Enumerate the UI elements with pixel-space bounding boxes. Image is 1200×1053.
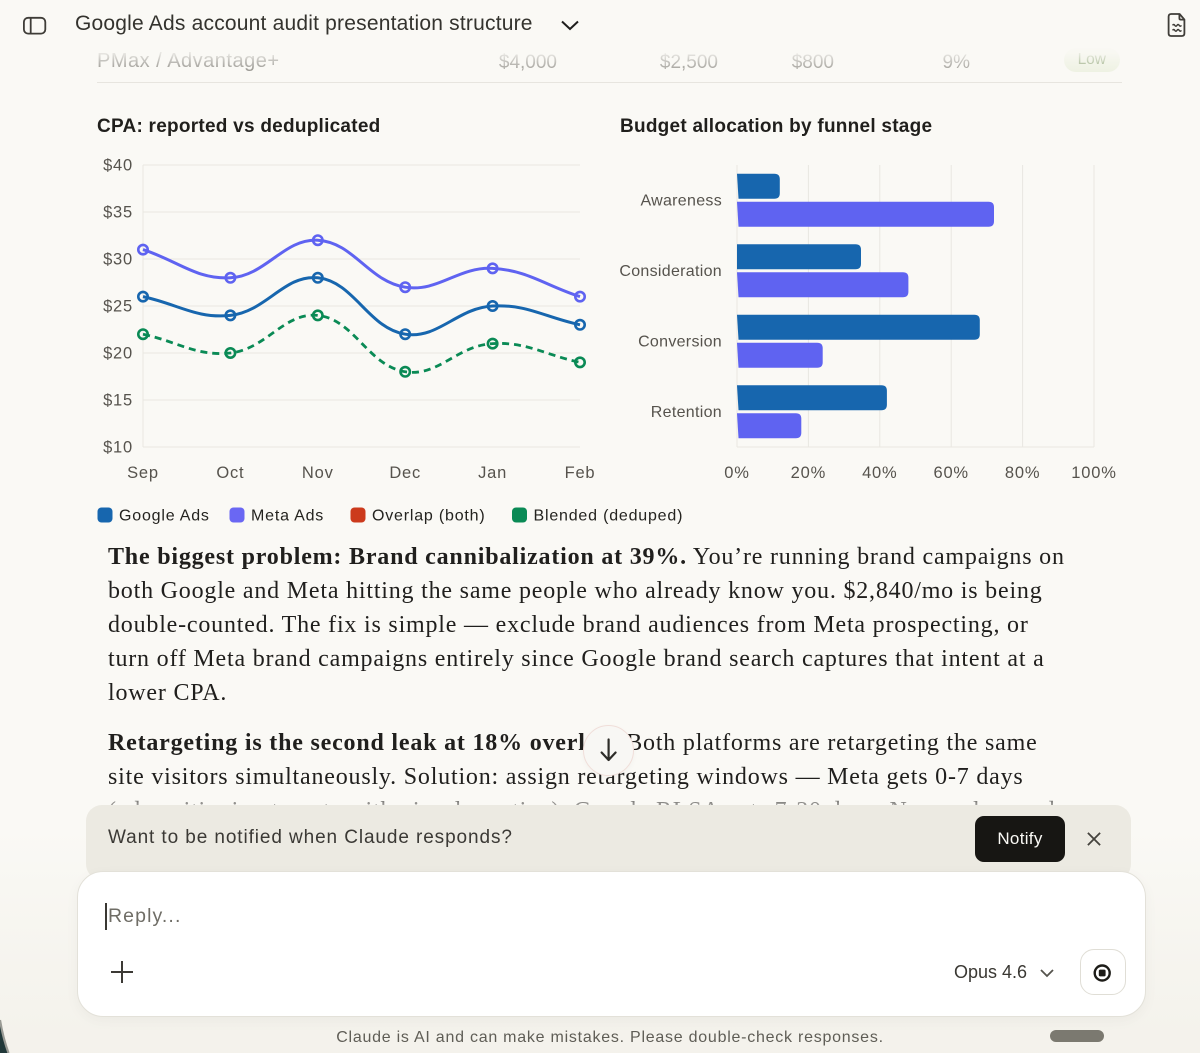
svg-text:Jan: Jan [478, 464, 507, 482]
svg-text:$35: $35 [103, 204, 133, 222]
svg-text:100%: 100% [1071, 464, 1116, 482]
svg-text:0%: 0% [724, 464, 749, 482]
svg-text:Retention: Retention [651, 404, 722, 421]
svg-text:Google Ads: Google Ads [119, 508, 210, 525]
svg-text:Sep: Sep [127, 464, 159, 482]
svg-text:$20: $20 [103, 345, 133, 363]
svg-text:Oct: Oct [216, 464, 244, 482]
svg-text:Overlap (both): Overlap (both) [372, 508, 485, 525]
svg-text:60%: 60% [933, 464, 968, 482]
svg-text:Feb: Feb [565, 464, 596, 482]
svg-text:80%: 80% [1005, 464, 1040, 482]
svg-text:20%: 20% [791, 464, 826, 482]
svg-text:$30: $30 [103, 251, 133, 269]
svg-text:Meta Ads: Meta Ads [251, 508, 324, 525]
svg-text:Consideration: Consideration [619, 263, 722, 280]
svg-text:$10: $10 [103, 439, 133, 457]
svg-text:Nov: Nov [302, 464, 334, 482]
svg-text:40%: 40% [862, 464, 897, 482]
svg-text:$40: $40 [103, 157, 133, 175]
svg-text:$25: $25 [103, 298, 133, 316]
svg-text:Conversion: Conversion [638, 334, 722, 351]
svg-text:Awareness: Awareness [640, 193, 722, 210]
svg-text:Dec: Dec [389, 464, 421, 482]
svg-text:$15: $15 [103, 392, 133, 410]
svg-text:Blended (deduped): Blended (deduped) [534, 508, 684, 525]
